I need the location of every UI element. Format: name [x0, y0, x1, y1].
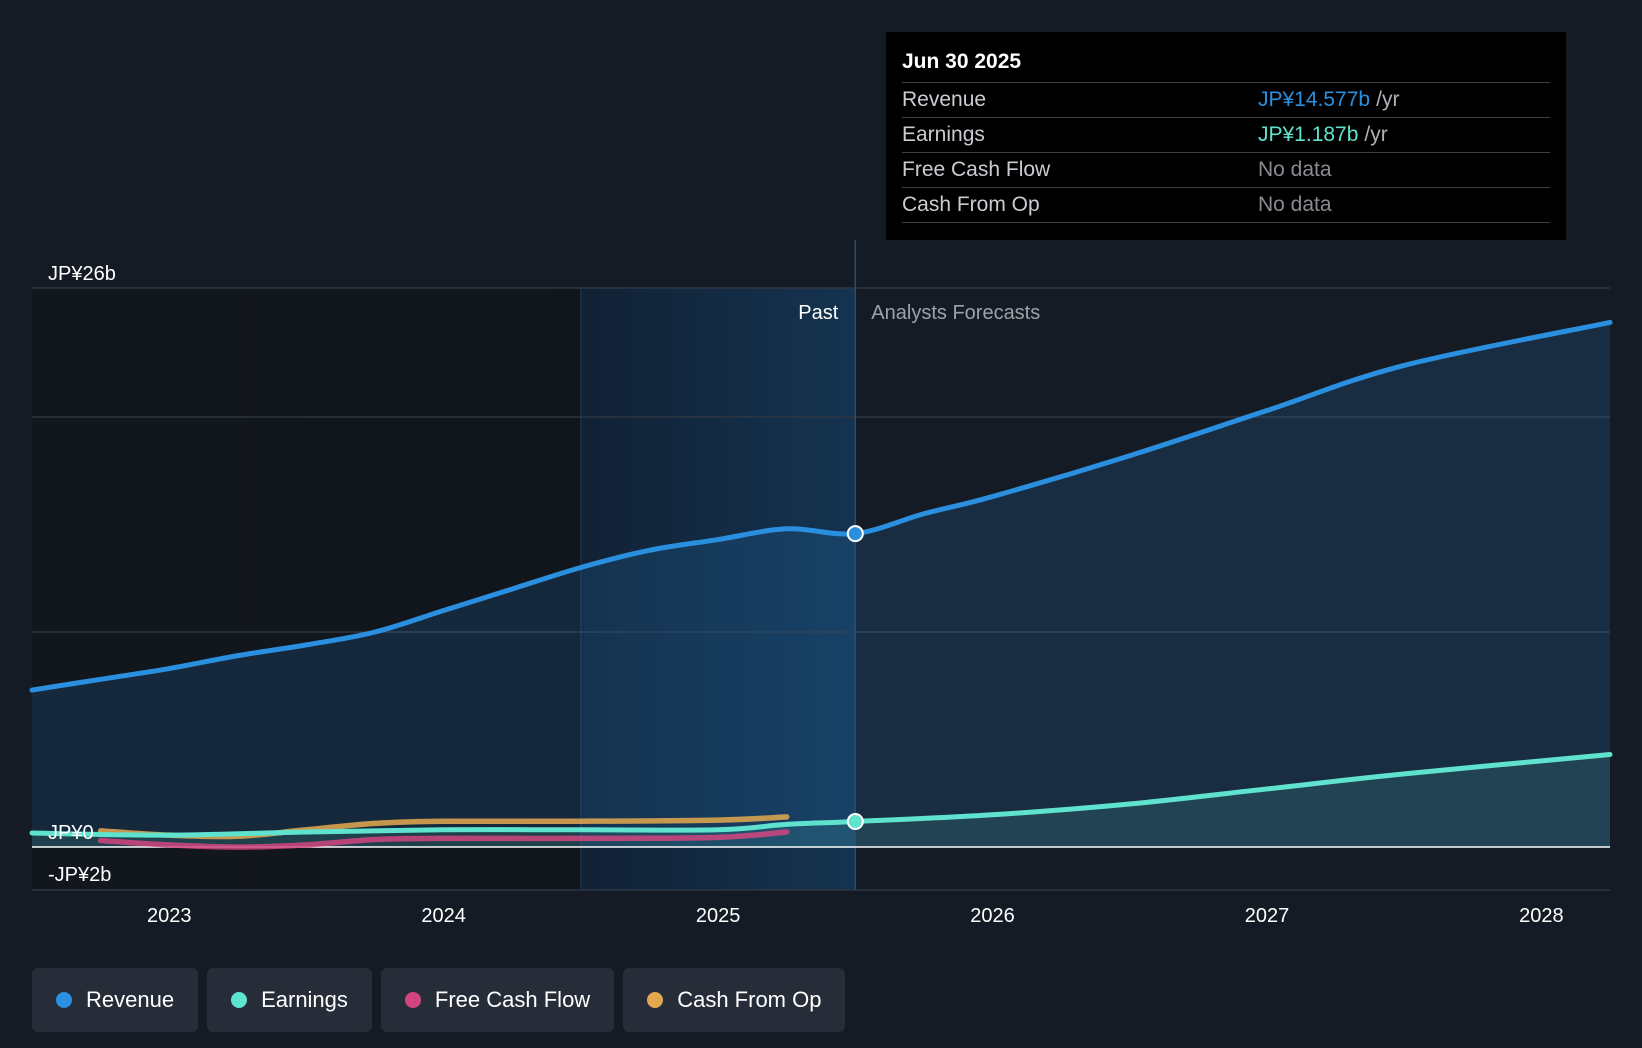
tooltip-value: No data [1258, 153, 1338, 187]
y-tick-label: JP¥26b [48, 263, 116, 285]
area-revenue [32, 322, 1610, 847]
tooltip-value: JP¥14.577b/yr [1258, 83, 1399, 117]
tooltip-label: Free Cash Flow [902, 158, 1051, 181]
revenue-dot-icon [56, 992, 72, 1008]
legend-item-revenue[interactable]: Revenue [32, 968, 199, 1032]
tooltip-label: Cash From Op [902, 193, 1040, 216]
earnings-dot-icon [231, 992, 248, 1008]
series-markers [846, 525, 864, 830]
x-axis-labels: 2023 2024 2025 2026 2027 2028 [147, 905, 1564, 927]
tooltip-label: Earnings [902, 123, 985, 146]
legend-label: Cash From Op [677, 987, 822, 1012]
tooltip-unit: /yr [1364, 123, 1388, 146]
gridlines [32, 287, 1610, 891]
marker-earnings [846, 812, 864, 830]
tooltip-value-text: No data [1258, 158, 1332, 181]
tooltip-value-text: JP¥14.577b [1258, 88, 1371, 111]
line-free-cash-flow [97, 829, 790, 850]
tooltip-value: JP¥1.187b/yr [1258, 118, 1388, 152]
past-highlight-region [580, 288, 856, 890]
legend: Revenue Earnings Free Cash Flow Cash Fro… [32, 968, 846, 1032]
legend-item-free-cash-flow[interactable]: Free Cash Flow [380, 968, 615, 1032]
tooltip: Jun 30 2025 Revenue JP¥14.577b/yr Earnin… [886, 32, 1566, 240]
series-areas [32, 322, 1610, 847]
x-tick-label: 2024 [421, 905, 466, 927]
free-cash-flow-dot-icon [404, 992, 421, 1008]
x-tick-label: 2026 [970, 905, 1015, 927]
tooltip-unit: /yr [1376, 88, 1400, 111]
y-tick-label: JP¥0 [48, 822, 94, 844]
tooltip-label: Revenue [902, 88, 987, 111]
x-tick-label: 2023 [147, 905, 192, 927]
line-earnings [29, 752, 1613, 838]
legend-label: Revenue [86, 987, 175, 1012]
legend-item-earnings[interactable]: Earnings [207, 968, 372, 1032]
area-earnings [32, 754, 1610, 847]
tooltip-value: No data [1258, 188, 1338, 222]
y-tick-label: -JP¥2b [48, 864, 111, 886]
past-label: Past [798, 302, 838, 324]
legend-item-cash-from-op[interactable]: Cash From Op [623, 968, 846, 1032]
forecast-label: Analysts Forecasts [871, 302, 1040, 324]
tooltip-row-earnings: Earnings JP¥1.187b/yr [902, 118, 1550, 153]
x-tick-label: 2027 [1245, 905, 1290, 927]
legend-label: Earnings [261, 987, 348, 1012]
tooltip-value-text: No data [1258, 193, 1332, 216]
y-axis-labels: JP¥26b JP¥0 -JP¥2b [48, 263, 116, 886]
legend-label: Free Cash Flow [434, 987, 591, 1012]
tooltip-row-revenue: Revenue JP¥14.577b/yr [902, 83, 1550, 118]
tooltip-row-cash-from-op: Cash From Op No data [902, 188, 1550, 223]
x-tick-label: 2028 [1519, 905, 1564, 927]
series-lines [29, 319, 1613, 850]
cash-from-op-dot-icon [647, 992, 664, 1008]
tooltip-value-text: JP¥1.187b [1258, 123, 1359, 146]
x-tick-label: 2025 [696, 905, 741, 927]
tooltip-row-free-cash-flow: Free Cash Flow No data [902, 153, 1550, 188]
tooltip-date: Jun 30 2025 [902, 46, 1550, 83]
line-revenue [29, 319, 1613, 693]
marker-revenue [846, 525, 864, 543]
